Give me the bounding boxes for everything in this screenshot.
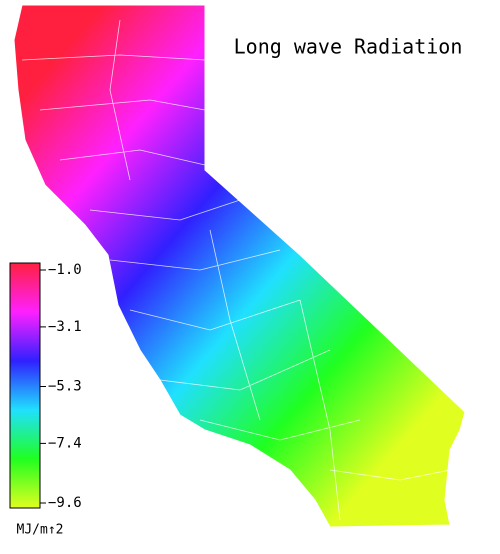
- colorbar-tick-label: −5.3: [48, 379, 82, 395]
- colorbar-unit: MJ/m↑2: [17, 523, 64, 538]
- map-title: Long wave Radiation: [234, 35, 463, 59]
- colorbar: [9, 262, 41, 509]
- county-lines: [21, 19, 451, 521]
- colorbar-tick-label: −3.1: [48, 319, 82, 335]
- colorbar-tick-label: −7.4: [48, 435, 82, 451]
- colorbar-tick-label: −1.0: [48, 262, 82, 278]
- california-shape: [13, 4, 466, 528]
- colorbar-tick-label: −9.6: [48, 495, 82, 511]
